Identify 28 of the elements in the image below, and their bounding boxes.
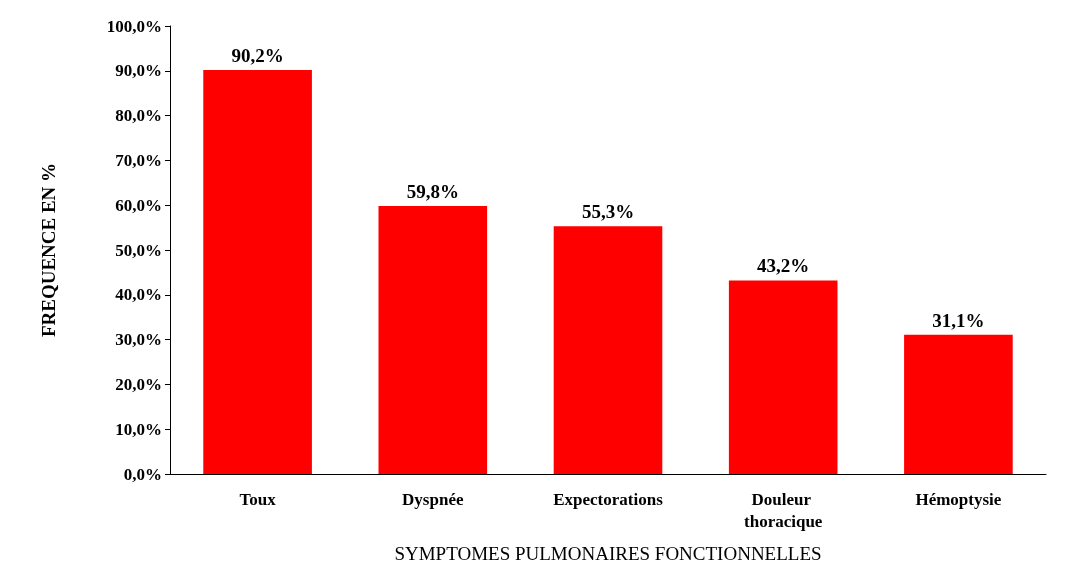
x-tick-label: Dyspnée <box>402 489 464 509</box>
y-tick-label: 100,0% <box>106 16 162 36</box>
y-tick-label: 30,0% <box>115 330 162 350</box>
y-tick-label: 20,0% <box>115 374 162 394</box>
data-label: 90,2% <box>231 44 284 66</box>
y-tick-label: 70,0% <box>115 150 162 170</box>
bar <box>553 226 663 474</box>
bar <box>378 206 488 474</box>
data-label: 59,8% <box>406 181 459 203</box>
data-label: 31,1% <box>932 309 985 331</box>
bar <box>203 69 312 474</box>
y-tick-label: 50,0% <box>115 240 162 260</box>
y-tick-label: 90,0% <box>115 61 162 81</box>
y-tick-label: 60,0% <box>115 195 162 215</box>
data-label: 55,3% <box>581 201 635 223</box>
y-tick-label: 40,0% <box>115 285 162 305</box>
y-tick-label: 0,0% <box>123 464 162 484</box>
y-tick-label: 10,0% <box>115 419 162 439</box>
y-axis-title: FREQUENCE EN % <box>38 162 59 338</box>
x-tick-label: Douleur thoracique <box>744 489 823 531</box>
x-tick-label: Expectorations <box>553 489 664 509</box>
data-label: 43,2% <box>757 255 810 277</box>
x-axis-title: SYMPTOMES PULMONAIRES FONCTIONNELLES <box>394 543 822 564</box>
x-tick-label: Toux <box>239 489 277 509</box>
bar <box>728 280 838 474</box>
x-tick-label: Hémoptysie <box>915 489 1002 509</box>
bar <box>904 334 1013 474</box>
y-tick-label: 80,0% <box>115 106 162 126</box>
